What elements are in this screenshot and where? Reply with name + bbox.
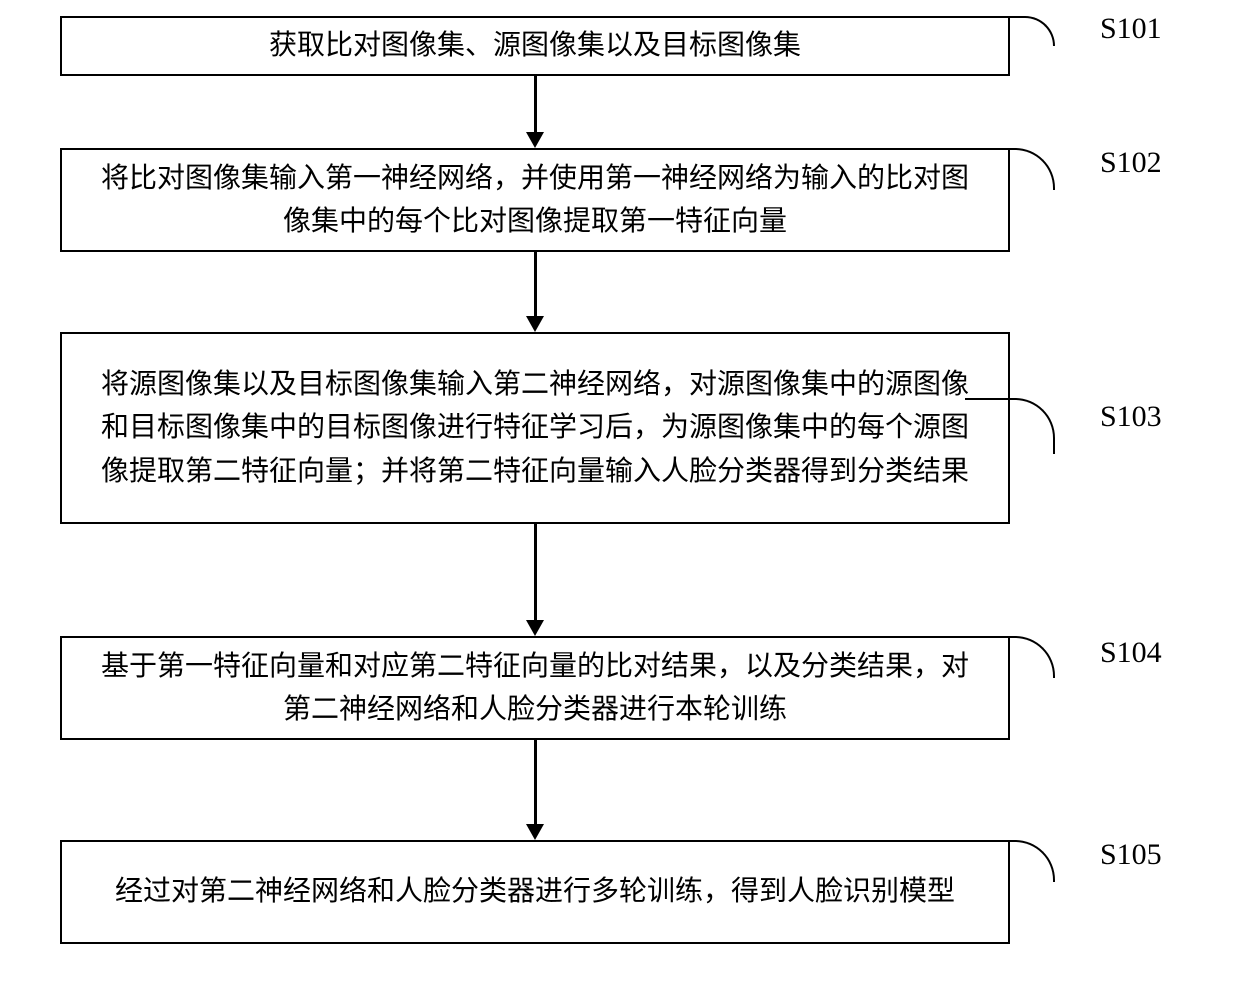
flowchart-step-text: 经过对第二神经网络和人脸分类器进行多轮训练，得到人脸识别模型 [115, 870, 955, 913]
flowchart-connector [965, 840, 1055, 882]
flowchart-arrow [534, 252, 537, 318]
flowchart-step-box: 经过对第二神经网络和人脸分类器进行多轮训练，得到人脸识别模型 [60, 840, 1010, 944]
flowchart-step-label: S101 [1100, 12, 1162, 46]
flowchart-step-label: S105 [1100, 838, 1162, 872]
flowchart-arrow [534, 524, 537, 622]
arrow-down-icon [526, 620, 544, 636]
arrow-down-icon [526, 132, 544, 148]
flowchart-connector [965, 148, 1055, 190]
flowchart-step-box: 基于第一特征向量和对应第二特征向量的比对结果，以及分类结果，对第二神经网络和人脸… [60, 636, 1010, 740]
flowchart-step-text: 将比对图像集输入第一神经网络，并使用第一神经网络为输入的比对图像集中的每个比对图… [88, 157, 982, 244]
flowchart-step-label: S104 [1100, 636, 1162, 670]
arrow-down-icon [526, 316, 544, 332]
flowchart-step-text: 基于第一特征向量和对应第二特征向量的比对结果，以及分类结果，对第二神经网络和人脸… [88, 645, 982, 732]
flowchart-step-box: 将比对图像集输入第一神经网络，并使用第一神经网络为输入的比对图像集中的每个比对图… [60, 148, 1010, 252]
flowchart-connector [965, 398, 1055, 454]
flowchart-step-label: S103 [1100, 400, 1162, 434]
arrow-down-icon [526, 824, 544, 840]
flowchart-step-label: S102 [1100, 146, 1162, 180]
flowchart-step-box: 将源图像集以及目标图像集输入第二神经网络，对源图像集中的源图像和目标图像集中的目… [60, 332, 1010, 524]
flowchart-arrow [534, 740, 537, 826]
flowchart-connector [965, 16, 1055, 46]
flowchart-step-text: 获取比对图像集、源图像集以及目标图像集 [269, 24, 801, 67]
flowchart-step-text: 将源图像集以及目标图像集输入第二神经网络，对源图像集中的源图像和目标图像集中的目… [88, 363, 982, 493]
flowchart-step-box: 获取比对图像集、源图像集以及目标图像集 [60, 16, 1010, 76]
flowchart-arrow [534, 76, 537, 134]
flowchart-connector [965, 636, 1055, 678]
